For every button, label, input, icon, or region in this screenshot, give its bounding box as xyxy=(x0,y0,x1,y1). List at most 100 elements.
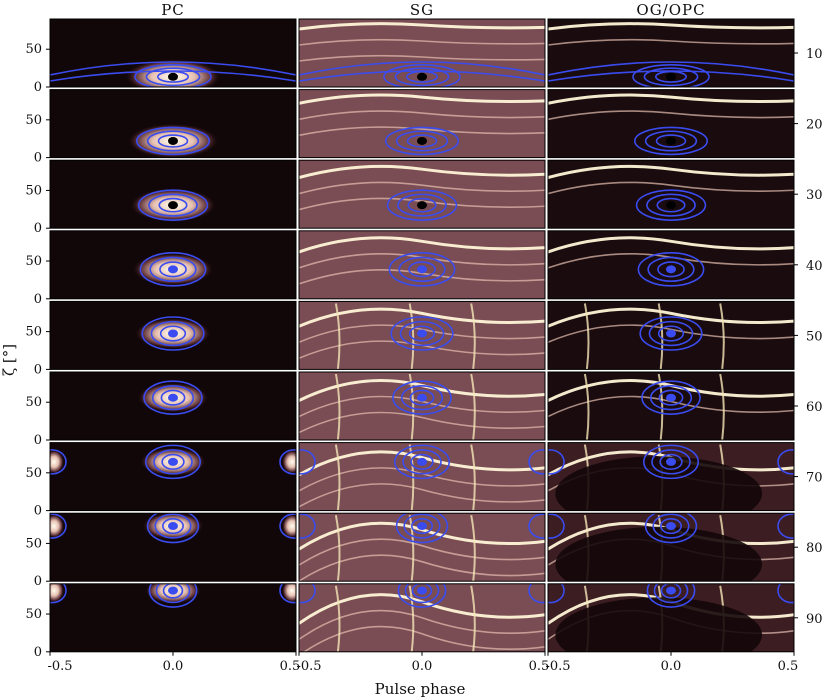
caustic-spike xyxy=(408,373,415,440)
column-title: OG/OPC xyxy=(636,1,705,19)
panel-frame xyxy=(298,512,546,582)
contour-line xyxy=(149,256,197,283)
emission-glow xyxy=(50,514,64,539)
dark-region xyxy=(555,597,762,652)
caustic-spike xyxy=(719,373,725,440)
caustic-band xyxy=(299,554,545,582)
contour-core xyxy=(168,586,178,595)
caustic-band xyxy=(299,324,545,343)
row-label: 40 xyxy=(806,259,823,274)
contour-line xyxy=(162,583,184,599)
contour-line xyxy=(161,453,185,470)
contour-core xyxy=(666,265,676,274)
caustic-band xyxy=(548,38,794,46)
contour-line xyxy=(410,453,434,470)
contour-line xyxy=(392,380,452,415)
contour-line xyxy=(398,256,446,283)
contour-line xyxy=(146,130,200,152)
x-tick-label: 0.0 xyxy=(412,659,433,674)
y-tick-label: 50 xyxy=(25,183,42,198)
panel xyxy=(547,89,795,159)
contour-line xyxy=(660,517,682,535)
contour-core xyxy=(666,329,676,338)
caustic-spike xyxy=(470,303,476,370)
panel xyxy=(49,512,297,582)
panel-frame xyxy=(49,159,297,229)
contour-line xyxy=(399,320,445,347)
panel xyxy=(547,159,795,229)
x-tick-label: 0.5 xyxy=(529,659,550,674)
contour-core xyxy=(417,265,427,274)
contour-line xyxy=(646,193,696,217)
contour-line xyxy=(633,126,708,156)
caustic-spike xyxy=(583,373,590,440)
row-label: 90 xyxy=(806,612,823,627)
contour-core xyxy=(417,522,427,531)
contour-line xyxy=(402,449,442,475)
contour-line xyxy=(162,517,184,535)
caustic-band xyxy=(299,38,545,46)
caustic-band xyxy=(548,181,794,195)
caustic-spike xyxy=(408,515,415,582)
panel-frame xyxy=(298,371,546,441)
panel xyxy=(49,18,297,88)
contour-line xyxy=(406,134,438,148)
y-tick-label: 0 xyxy=(34,574,42,589)
caustic-band xyxy=(299,54,545,62)
caustic-band xyxy=(299,411,545,434)
contour-line xyxy=(395,513,449,544)
contour-line xyxy=(643,67,699,87)
panel xyxy=(547,442,795,512)
row-label: 10 xyxy=(806,47,823,62)
contour-core xyxy=(417,393,427,402)
contour-line xyxy=(639,316,703,351)
contour-line xyxy=(548,513,565,539)
contour-line xyxy=(659,453,683,470)
contour-line xyxy=(644,130,698,152)
dark-region xyxy=(555,456,762,511)
caustic-band xyxy=(299,483,545,508)
row-label: 30 xyxy=(806,188,823,203)
contour-line xyxy=(388,252,456,287)
contour-line xyxy=(397,583,447,608)
caustic-band xyxy=(299,181,545,195)
caustic-spike xyxy=(334,373,341,440)
y-tick-label: 50 xyxy=(25,254,42,269)
emission-glow xyxy=(50,583,64,603)
contour-line xyxy=(50,449,67,475)
contour-line xyxy=(653,583,689,604)
contour-core xyxy=(666,522,676,531)
contour-line xyxy=(528,513,545,539)
contour-line xyxy=(299,449,316,475)
contour-core xyxy=(168,393,178,402)
contour-core xyxy=(168,72,178,81)
panel xyxy=(298,18,546,88)
panel xyxy=(49,89,297,159)
panel xyxy=(298,230,546,300)
y-tick-label: 50 xyxy=(25,325,42,340)
contour-line xyxy=(146,513,200,544)
contour-line xyxy=(647,256,695,283)
contour-line xyxy=(137,189,209,221)
panel-frame xyxy=(49,18,297,88)
caustic-spike xyxy=(408,303,415,370)
contour-line xyxy=(154,513,192,539)
panel-frame xyxy=(298,442,546,512)
contour-core xyxy=(417,72,427,81)
contour-line xyxy=(657,325,685,342)
caustic-band xyxy=(548,110,794,121)
caustic-spike xyxy=(334,585,341,652)
panel xyxy=(547,512,795,582)
contour-core xyxy=(666,136,676,145)
contour-line xyxy=(411,517,433,535)
contour-core xyxy=(666,393,676,402)
panel xyxy=(547,583,795,653)
y-tick-label: 50 xyxy=(25,395,42,410)
caustic-spike xyxy=(408,585,415,652)
x-tick-label: 0.5 xyxy=(778,659,799,674)
contour-line xyxy=(411,583,433,599)
contour-line xyxy=(159,261,187,278)
dark-region xyxy=(555,526,762,582)
contour-line xyxy=(548,70,794,82)
contour-core xyxy=(417,457,427,466)
